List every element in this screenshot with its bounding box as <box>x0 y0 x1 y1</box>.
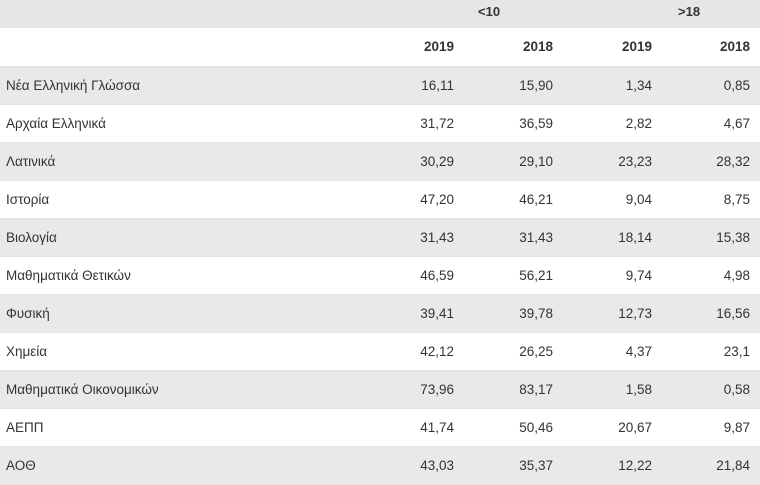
value-cell: 35,37 <box>519 458 553 473</box>
value-cell: 26,25 <box>519 344 553 359</box>
value-cell: 50,46 <box>519 420 553 435</box>
value-cell: 15,90 <box>519 78 553 93</box>
subject-cell: Λατινικά <box>6 154 56 169</box>
value-cell: 8,75 <box>723 192 750 207</box>
group-label-gt18: >18 <box>678 4 701 19</box>
table-row: Μαθηματικά Οικονομικών 73,96 83,17 1,58 0,58 <box>0 371 760 409</box>
subject-cell: Χημεία <box>6 344 48 359</box>
subject-cell: Βιολογία <box>6 230 57 245</box>
table-body: Νέα Ελληνική Γλώσσα 16,11 15,90 1,34 0,85 Αρχ… <box>0 67 760 485</box>
value-cell: 30,29 <box>420 154 454 169</box>
value-cell: 18,14 <box>618 230 652 245</box>
value-cell: 4,37 <box>625 344 652 359</box>
group-label-lt10: <10 <box>478 4 501 19</box>
table-row: ΑΕΠΠ 41,74 50,46 20,67 9,87 <box>0 409 760 447</box>
value-cell: 41,74 <box>420 420 454 435</box>
table-row: ΑΟΘ 43,03 35,37 12,22 21,84 <box>0 447 760 485</box>
value-cell: 0,58 <box>723 382 750 397</box>
subject-cell: ΑΟΘ <box>6 458 36 473</box>
value-cell: 47,20 <box>420 192 454 207</box>
value-cell: 21,84 <box>716 458 750 473</box>
year-header: 2019 <box>423 39 454 54</box>
value-cell: 0,85 <box>723 78 750 93</box>
table-row: Φυσική 39,41 39,78 12,73 16,56 <box>0 295 760 333</box>
value-cell: 9,04 <box>625 192 652 207</box>
value-cell: 9,74 <box>625 268 652 283</box>
value-cell: 15,38 <box>716 230 750 245</box>
value-cell: 9,87 <box>723 420 750 435</box>
value-cell: 73,96 <box>420 382 454 397</box>
group-header-row: <10 >18 <box>0 0 760 28</box>
table-row: Ιστορία 47,20 46,21 9,04 8,75 <box>0 181 760 219</box>
value-cell: 43,03 <box>420 458 454 473</box>
value-cell: 31,43 <box>519 230 553 245</box>
value-cell: 83,17 <box>519 382 553 397</box>
year-header-row: 2019 2018 2019 2018 <box>0 28 760 67</box>
value-cell: 39,41 <box>420 306 454 321</box>
subject-cell: Μαθηματικά Θετικών <box>6 268 131 283</box>
value-cell: 46,21 <box>519 192 553 207</box>
value-cell: 23,23 <box>618 154 652 169</box>
value-cell: 39,78 <box>519 306 553 321</box>
value-cell: 16,11 <box>421 78 454 93</box>
value-cell: 4,98 <box>723 268 750 283</box>
subject-cell: Ιστορία <box>6 192 50 207</box>
value-cell: 12,73 <box>618 306 652 321</box>
table-row: Νέα Ελληνική Γλώσσα 16,11 15,90 1,34 0,85 <box>0 67 760 105</box>
subject-cell: Αρχαία Ελληνικά <box>6 116 106 131</box>
year-header: 2018 <box>522 39 553 54</box>
value-cell: 28,32 <box>716 154 750 169</box>
subject-cell: Φυσική <box>6 306 50 321</box>
value-cell: 23,1 <box>723 344 750 359</box>
value-cell: 42,12 <box>420 344 454 359</box>
value-cell: 12,22 <box>618 458 652 473</box>
table-row: Χημεία 42,12 26,25 4,37 23,1 <box>0 333 760 371</box>
subject-cell: Μαθηματικά Οικονομικών <box>6 382 159 397</box>
table-row: Λατινικά 30,29 29,10 23,23 28,32 <box>0 143 760 181</box>
value-cell: 16,56 <box>716 306 750 321</box>
value-cell: 31,72 <box>420 116 454 131</box>
table-row: Αρχαία Ελληνικά 31,72 36,59 2,82 4,67 <box>0 105 760 143</box>
value-cell: 56,21 <box>519 268 553 283</box>
value-cell: 1,34 <box>625 78 652 93</box>
value-cell: 2,82 <box>625 116 652 131</box>
value-cell: 31,43 <box>420 230 454 245</box>
value-cell: 46,59 <box>420 268 454 283</box>
subject-cell: Νέα Ελληνική Γλώσσα <box>6 78 141 93</box>
year-header: 2018 <box>719 39 750 54</box>
table-row: Μαθηματικά Θετικών 46,59 56,21 9,74 4,98 <box>0 257 760 295</box>
subject-cell: ΑΕΠΠ <box>6 420 44 435</box>
table-row: Βιολογία 31,43 31,43 18,14 15,38 <box>0 219 760 257</box>
value-cell: 1,58 <box>625 382 652 397</box>
value-cell: 4,67 <box>723 116 750 131</box>
year-header: 2019 <box>621 39 652 54</box>
value-cell: 20,67 <box>618 420 652 435</box>
value-cell: 29,10 <box>519 154 553 169</box>
value-cell: 36,59 <box>519 116 553 131</box>
